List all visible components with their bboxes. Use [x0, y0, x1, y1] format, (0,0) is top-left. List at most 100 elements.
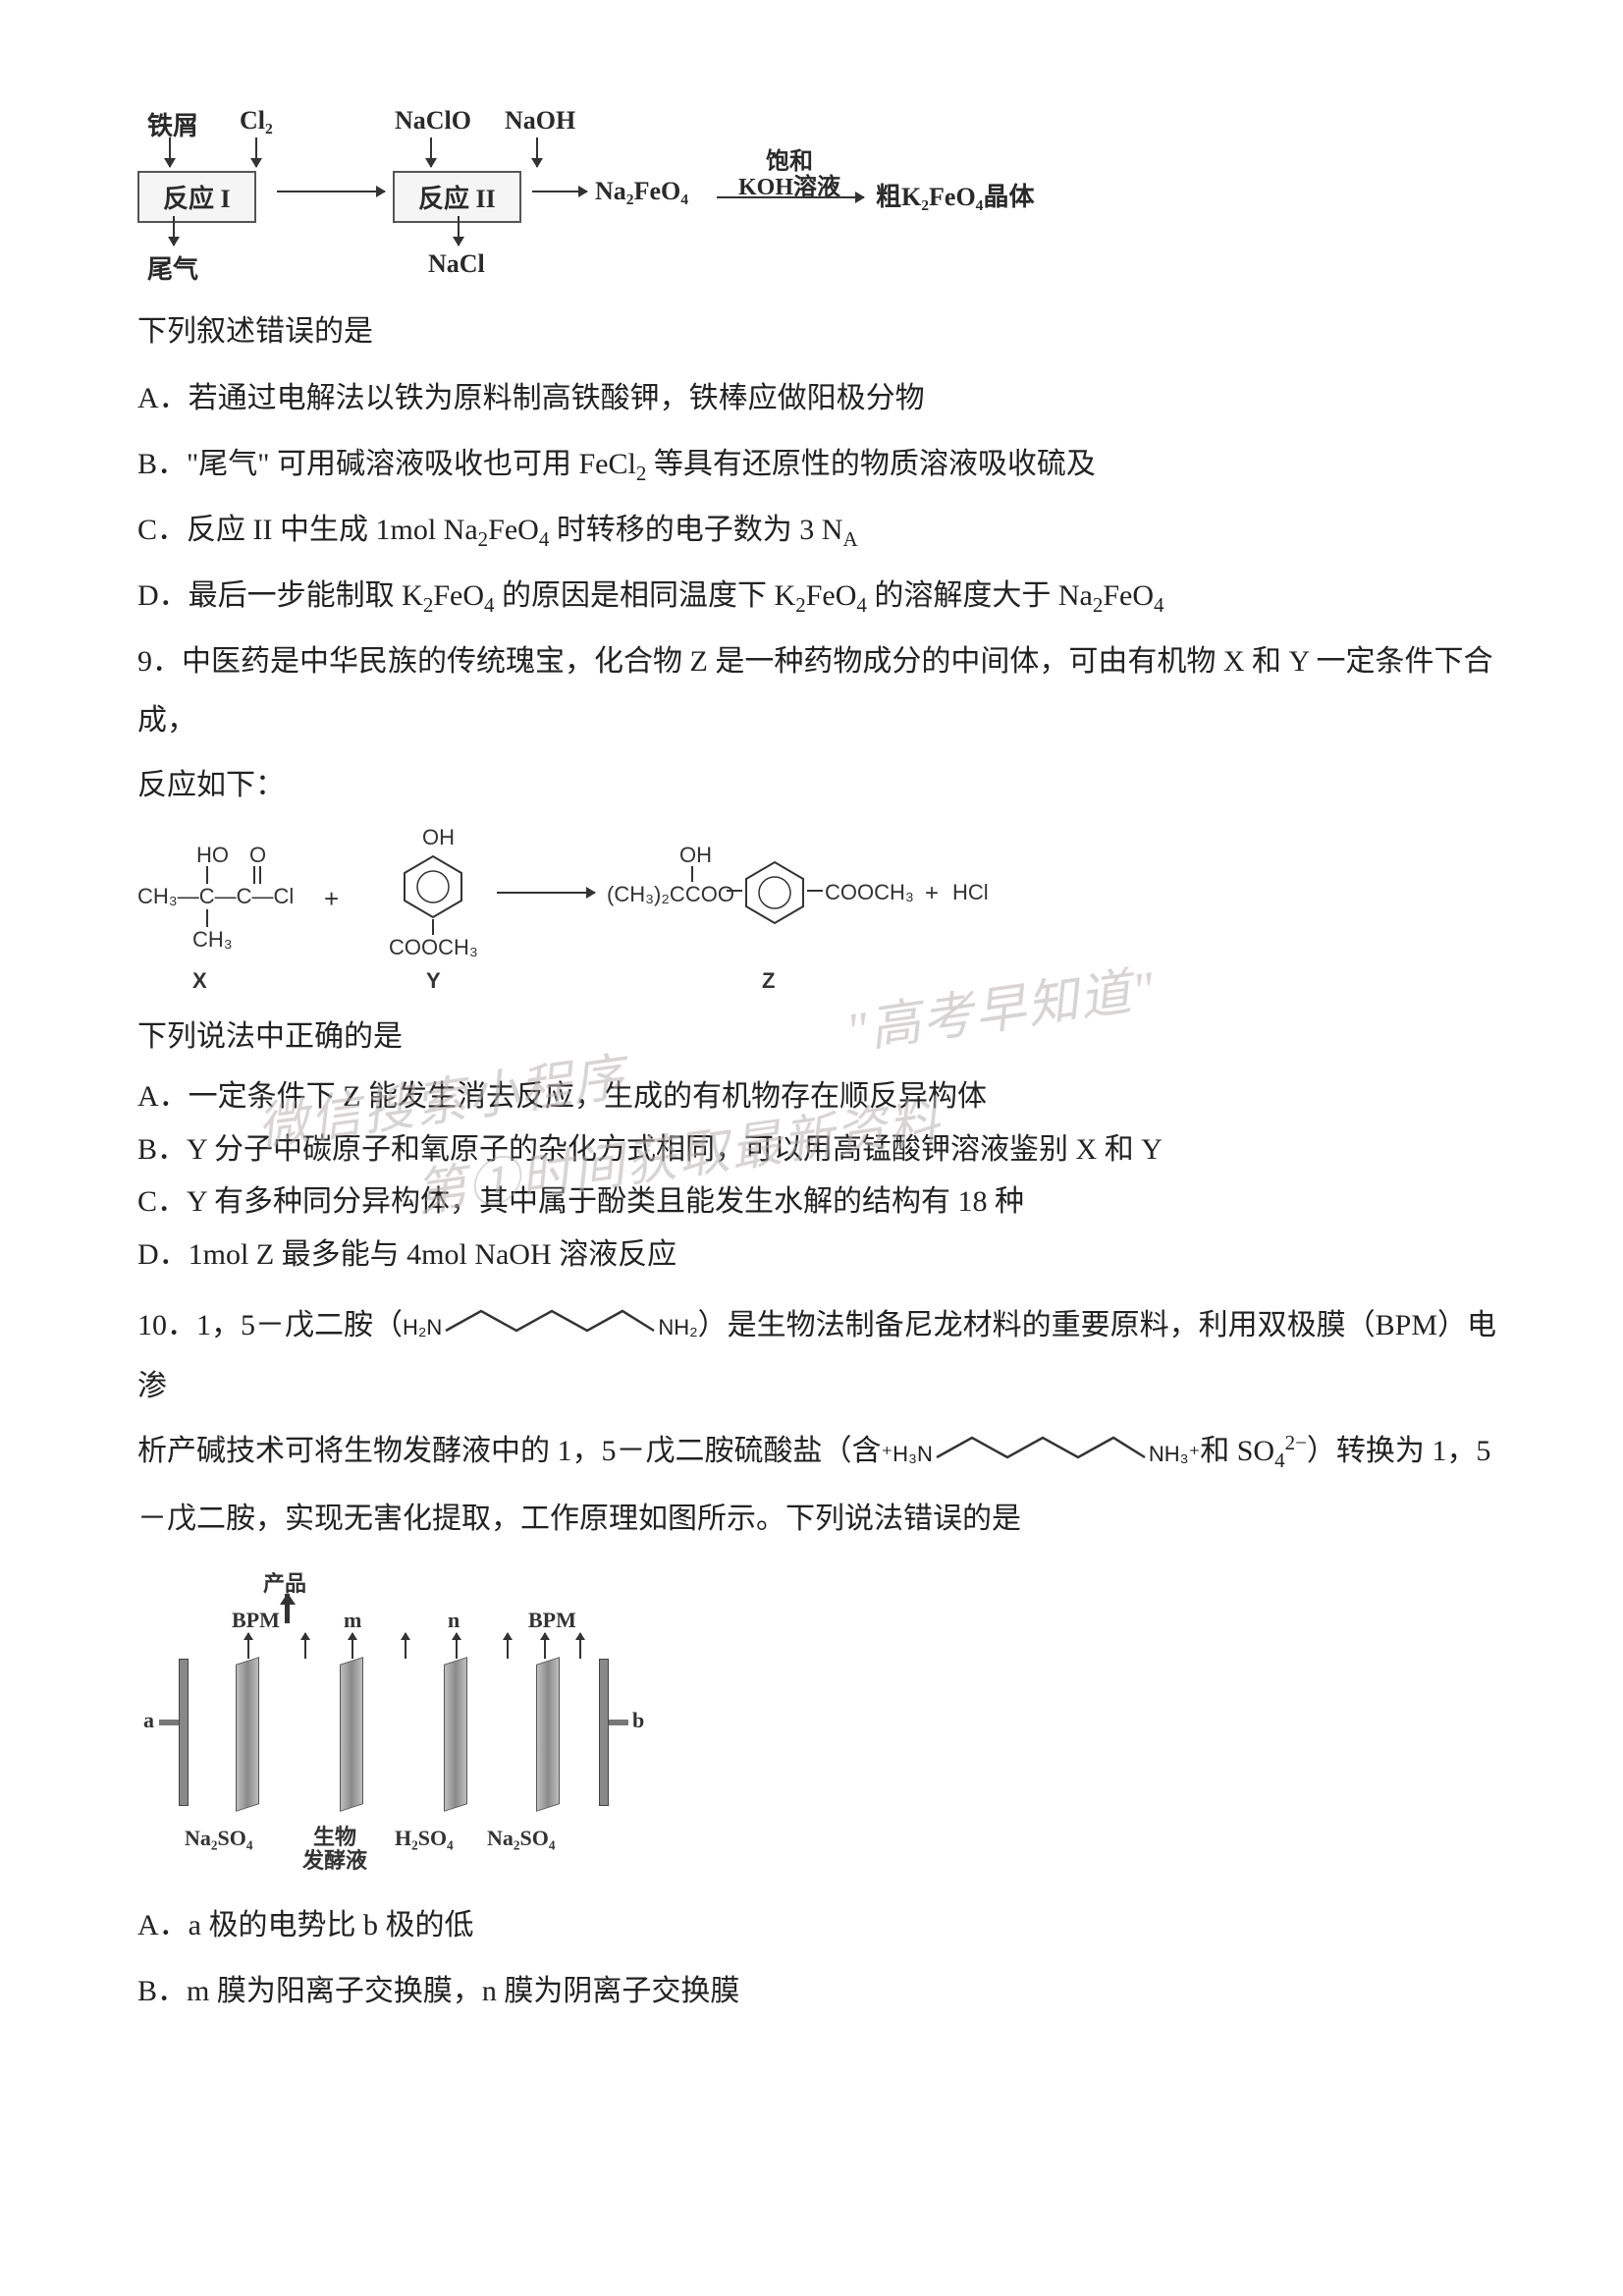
q10-number: 10． [137, 1309, 196, 1341]
label-H3N: ⁺H₃N [882, 1433, 933, 1476]
label-na2so4: Na₂SO₄ [487, 1826, 555, 1851]
label-O: O [249, 843, 266, 868]
q8-option-c: C．反应 II 中生成 1mol Na2FeO4 时转移的电子数为 3 NA [137, 499, 1505, 561]
text: D．最后一步能制取 K [137, 579, 423, 612]
arrow-icon [717, 196, 864, 198]
q9-option-a: A．一定条件下 Z 能发生消去反应，生成的有机物存在顺反异构体 [137, 1072, 1505, 1121]
text: FeO [488, 514, 539, 546]
q10-option-b: B．m 膜为阳离子交换膜，n 膜为阴离子交换膜 [137, 1960, 1505, 2022]
text: B．"尾气" 可用碱溶液吸收也可用 FeCl [137, 448, 636, 480]
flow-out2: NaCl [428, 249, 485, 279]
label-OH: OH [422, 825, 455, 850]
text: ）转换为 1，5 [1307, 1435, 1491, 1467]
label-b: b [632, 1708, 644, 1733]
q9-option-c: C．Y 有多种同分异构体，其中属于酚类且能发生水解的结构有 18 种 [137, 1177, 1505, 1227]
q9-reaction-diagram: HO O CH₃—C—C—Cl CH₃ X + OH COOCH₃ Y OH (… [137, 825, 1168, 1002]
plus-icon: + [925, 880, 939, 907]
label-na2so4: Na₂SO₄ [185, 1826, 252, 1851]
label-NH2: NH₂ [658, 1306, 697, 1349]
text: C．反应 II 中生成 1mol Na [137, 514, 478, 546]
q9-number: 9． [137, 645, 182, 678]
plus-icon: + [324, 884, 339, 914]
q10-stem-line1: 10．1，5－戊二胺（H₂NNH₂）是生物法制备尼龙材料的重要原料，利用双极膜（… [137, 1296, 1505, 1416]
text: FeO [1103, 579, 1154, 612]
flow-in2: Cl₂ [240, 106, 273, 136]
q9-option-b: B．Y 分子中碳原子和氧原子的杂化方式相同，可以用高锰酸钾溶液鉴别 X 和 Y [137, 1125, 1505, 1175]
label-leftgrp: (CH₃)₂CCOO [607, 882, 734, 907]
arrow-icon [458, 216, 460, 246]
q8-option-d: D．最后一步能制取 K2FeO4 的原因是相同温度下 K2FeO4 的溶解度大于… [137, 565, 1505, 627]
label-a: a [143, 1708, 154, 1733]
arrow-up-icon [507, 1633, 509, 1659]
label-Z: Z [762, 968, 775, 994]
q8-option-b: B．"尾气" 可用碱溶液吸收也可用 FeCl2 等具有还原性的物质溶液吸收硫及 [137, 433, 1505, 495]
arrow-icon [277, 191, 385, 192]
label-cooch3: COOCH₃ [389, 935, 478, 960]
membrane-n [444, 1657, 467, 1812]
benzene-icon [399, 852, 467, 921]
lead-a [159, 1720, 179, 1725]
membrane-bpm1 [236, 1657, 259, 1812]
label-X: X [192, 968, 207, 994]
arrow-icon [497, 892, 595, 894]
flow-p1: Na₂FeO₄ [595, 177, 688, 206]
arrow-up-icon [285, 1594, 290, 1623]
electrode-a [179, 1659, 189, 1806]
arrow-up-icon [405, 1633, 406, 1659]
text: FeO [433, 579, 484, 612]
text: 和 SO [1200, 1435, 1274, 1467]
text: 等具有还原性的物质溶液吸收硫及 [646, 448, 1096, 480]
electrode-b [599, 1659, 609, 1806]
label-Y: Y [426, 968, 441, 994]
arrow-icon [532, 191, 587, 192]
flow-p2: 粗K₂FeO₄晶体 [876, 177, 1034, 213]
flow-in1: 铁屑 [147, 106, 198, 142]
label-left: CH₃—C—C—Cl [137, 884, 294, 909]
arrow-icon [536, 137, 538, 167]
q9-stem-line2: 反应如下： [137, 756, 1505, 815]
q10-stem-line2: 析产碱技术可将生物发酵液中的 1，5－戊二胺硫酸盐（含⁺H₃NNH₃⁺和 SO4… [137, 1422, 1505, 1483]
flow-box1: 反应 I [137, 171, 256, 223]
arrow-up-icon [304, 1633, 306, 1659]
text: FeO [806, 579, 857, 612]
label-n: n [448, 1608, 460, 1633]
benzene-icon [740, 858, 809, 927]
arrow-up-icon [579, 1633, 581, 1659]
label-NH3p: NH₃⁺ [1149, 1433, 1200, 1476]
q9-option-d: D．1mol Z 最多能与 4mol NaOH 溶液反应 [137, 1230, 1505, 1280]
arrow-up-icon [247, 1633, 249, 1659]
q9-stem-line1: 9．中医药是中华民族的传统瑰宝，化合物 Z 是一种药物成分的中间体，可由有机物 … [137, 632, 1505, 750]
flow-in3: NaClO [395, 106, 471, 136]
arrow-up-icon [352, 1633, 353, 1659]
q8-flow-diagram: 铁屑 Cl₂ 反应 I 尾气 NaClO NaOH 反应 II NaCl Na₂… [137, 106, 1505, 283]
label-HCl: HCl [952, 880, 989, 905]
label-cooch3: COOCH₃ [825, 880, 914, 905]
label-CH3: CH₃ [192, 927, 233, 953]
label-BPM: BPM [528, 1608, 576, 1633]
text: 中医药是中华民族的传统瑰宝，化合物 Z 是一种药物成分的中间体，可由有机物 X … [137, 645, 1493, 737]
flow-out1: 尾气 [147, 249, 198, 286]
q10-electrodialysis-diagram: 产品 BPM m n BPM a b Na₂SO₄ 生物 发酵液 H₂SO₄ N… [137, 1562, 687, 1877]
label-h2so4: H₂SO₄ [395, 1826, 454, 1851]
membrane-m [340, 1657, 363, 1812]
label-OH: OH [679, 843, 712, 868]
label-HO: HO [196, 843, 229, 868]
chain-icon [442, 1298, 658, 1357]
arrow-icon [173, 216, 175, 246]
label-m: m [344, 1608, 361, 1633]
arrow-icon [430, 137, 432, 167]
label-BPM: BPM [232, 1608, 280, 1633]
arrow-up-icon [456, 1633, 458, 1659]
q10-option-a: A．a 极的电势比 b 极的低 [137, 1894, 1505, 1956]
q8-stem: 下列叙述错误的是 [137, 302, 1505, 361]
q9-stem3: 下列说法中正确的是 [137, 1008, 1505, 1066]
arrow-icon [255, 137, 257, 167]
arrow-up-icon [544, 1633, 546, 1659]
q8-option-a: A．若通过电解法以铁为原料制高铁酸钾，铁棒应做阳极分物 [137, 367, 1505, 429]
label-bio: 生物 发酵液 [302, 1826, 367, 1873]
flow-in4: NaOH [505, 106, 575, 136]
text: 的溶解度大于 Na [867, 579, 1093, 612]
arrow-icon [169, 137, 171, 167]
chain-icon [933, 1425, 1149, 1484]
label-H2N: H₂N [403, 1306, 442, 1349]
